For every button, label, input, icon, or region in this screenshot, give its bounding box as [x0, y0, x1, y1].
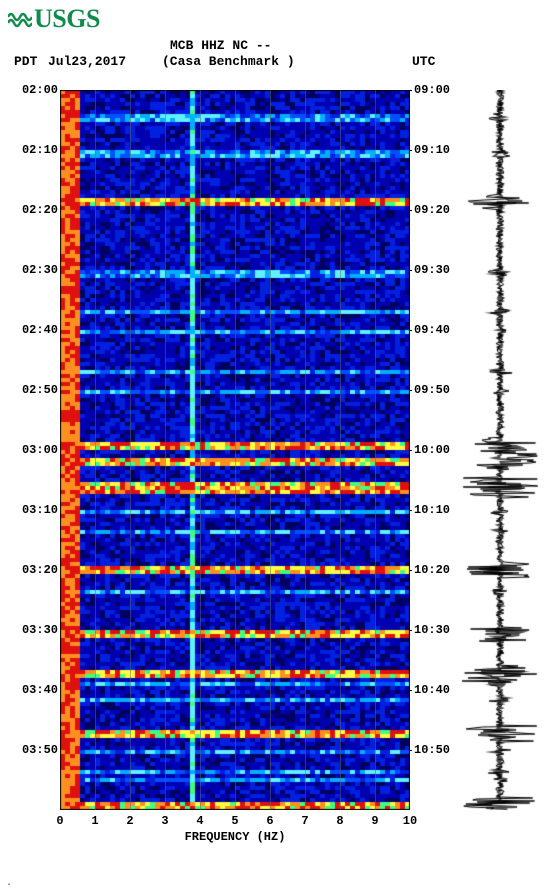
y-left-label: 03:50 [22, 743, 58, 757]
x-label: 0 [56, 814, 63, 828]
spectrogram-panel [60, 90, 410, 810]
y-left-label: 02:00 [22, 83, 58, 97]
y-right-label: 09:40 [414, 323, 450, 337]
y-right-label: 10:20 [414, 563, 450, 577]
station-name: (Casa Benchmark ) [162, 54, 295, 69]
y-right-label: 09:30 [414, 263, 450, 277]
x-label: 4 [196, 814, 203, 828]
x-label: 7 [301, 814, 308, 828]
y-right-label: 09:50 [414, 383, 450, 397]
y-right-label: 10:00 [414, 443, 450, 457]
y-right-label: 09:10 [414, 143, 450, 157]
y-right-label: 10:10 [414, 503, 450, 517]
y-left-label: 02:30 [22, 263, 58, 277]
y-left-label: 03:00 [22, 443, 58, 457]
x-label: 9 [371, 814, 378, 828]
x-label: 6 [266, 814, 273, 828]
y-left-label: 03:10 [22, 503, 58, 517]
y-right-label: 10:30 [414, 623, 450, 637]
station-code: MCB HHZ NC -- [170, 38, 271, 53]
usgs-logo: USGS [8, 4, 100, 36]
usgs-wave-icon [8, 6, 32, 36]
y-left-label: 02:50 [22, 383, 58, 397]
y-left-label: 03:40 [22, 683, 58, 697]
y-left-label: 02:20 [22, 203, 58, 217]
y-left-label: 03:30 [22, 623, 58, 637]
seismogram-panel [460, 90, 540, 810]
y-right-label: 09:00 [414, 83, 450, 97]
timezone-left: PDT [14, 54, 37, 69]
x-axis-frequency: FREQUENCY (HZ) 012345678910 [60, 812, 410, 852]
x-label: 1 [91, 814, 98, 828]
y-left-label: 03:20 [22, 563, 58, 577]
x-label: 8 [336, 814, 343, 828]
x-label: 5 [231, 814, 238, 828]
y-axis-left-pdt: 02:0002:1002:2002:3002:4002:5003:0003:10… [10, 90, 60, 810]
y-left-label: 02:10 [22, 143, 58, 157]
y-right-label: 09:20 [414, 203, 450, 217]
footnote: . [6, 878, 12, 889]
x-label: 2 [126, 814, 133, 828]
y-right-label: 10:50 [414, 743, 450, 757]
timezone-right: UTC [412, 54, 435, 69]
y-axis-right-utc: 09:0009:1009:2009:3009:4009:5010:0010:10… [412, 90, 462, 810]
y-right-label: 10:40 [414, 683, 450, 697]
xaxis-title: FREQUENCY (HZ) [185, 830, 286, 844]
y-left-label: 02:40 [22, 323, 58, 337]
date-label: Jul23,2017 [48, 54, 126, 69]
x-label: 3 [161, 814, 168, 828]
x-label: 10 [403, 814, 417, 828]
logo-text: USGS [34, 4, 100, 33]
